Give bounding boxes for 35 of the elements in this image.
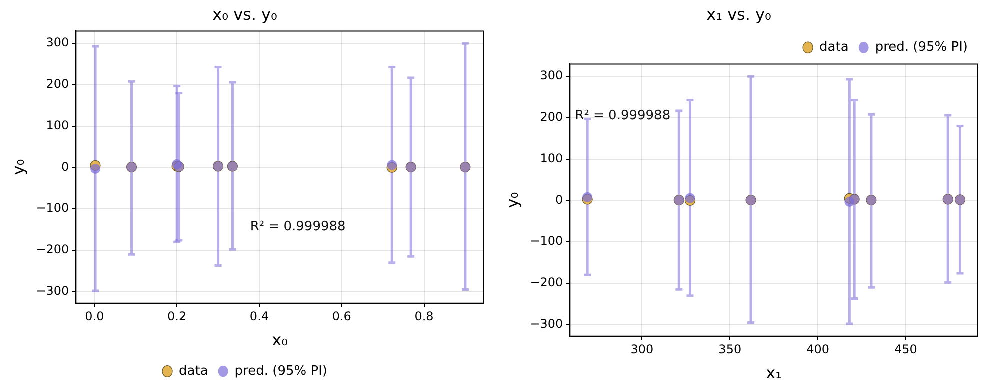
annotation: R² = 0.999988: [575, 108, 671, 124]
x-tick-label: 400: [806, 342, 830, 357]
y-axis-title: y₀: [8, 159, 28, 176]
y-tick-label: 300: [46, 36, 70, 50]
legend-label: data: [820, 40, 849, 56]
legend-label: pred. (95% PI): [234, 364, 328, 379]
y-tick-label: −300: [530, 316, 564, 331]
x-tick-label: 0.4: [250, 310, 270, 324]
x-tick-label: 350: [718, 342, 742, 357]
x-tick-label: 450: [894, 342, 918, 357]
y-tick-label: 100: [540, 151, 564, 166]
legend-label: pred. (95% PI): [875, 40, 968, 56]
y-tick-label: 200: [46, 77, 70, 92]
chart-title: x₀ vs. y₀: [212, 4, 278, 24]
y-tick-label: 100: [46, 118, 70, 132]
legend-label: data: [179, 364, 208, 379]
y-tick-label: 200: [540, 110, 564, 124]
x-tick-label: 0.8: [414, 310, 434, 324]
x-axis-title: x₁: [766, 364, 782, 383]
x-axis-title: x₀: [272, 330, 288, 350]
x-tick-label: 0.0: [85, 310, 104, 324]
y-tick-label: 0: [62, 160, 70, 174]
y-tick-label: −100: [530, 234, 564, 248]
annotation: R² = 0.999988: [250, 220, 346, 235]
chart-title: x₁ vs. y₀: [706, 4, 772, 24]
x-tick-label: 0.2: [168, 310, 187, 324]
y-axis-title: y₀: [502, 192, 522, 208]
x-tick-label: 300: [630, 342, 654, 357]
y-tick-label: 300: [540, 68, 564, 83]
y-tick-label: −200: [530, 276, 564, 290]
y-tick-label: 0: [556, 192, 564, 207]
y-tick-label: −100: [36, 201, 70, 216]
x-tick-label: 0.6: [332, 310, 352, 324]
y-tick-label: −200: [36, 242, 70, 257]
y-tick-label: −300: [36, 284, 70, 298]
